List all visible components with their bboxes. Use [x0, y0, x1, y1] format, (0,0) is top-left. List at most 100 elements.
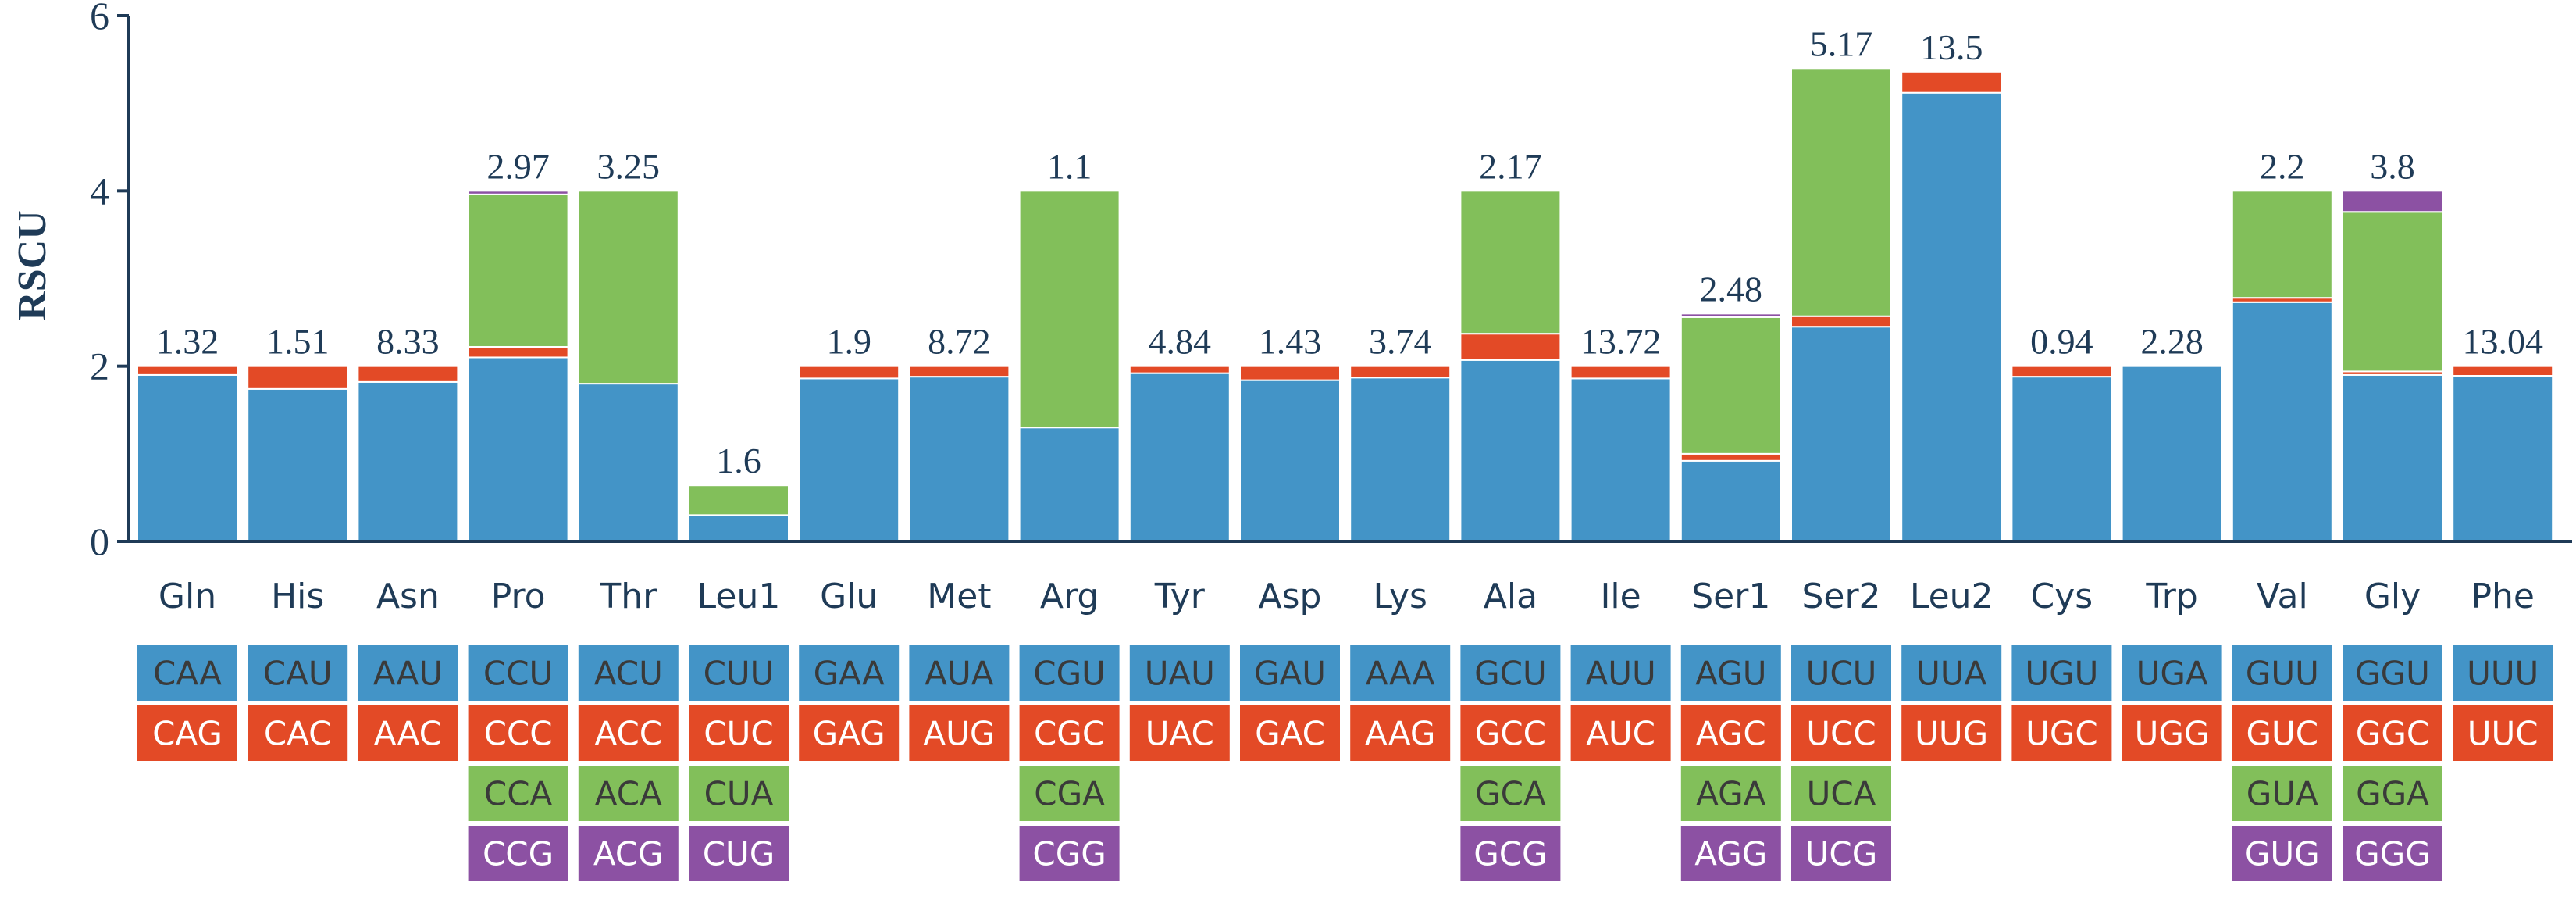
codon-box — [909, 645, 1010, 701]
bar-segment — [1239, 379, 1341, 543]
bar-value-label: 13.04 — [2462, 322, 2543, 362]
x-category-label: Met — [927, 577, 991, 616]
codon-box — [468, 705, 568, 761]
codon-box — [2343, 766, 2442, 821]
bar-segment — [1790, 326, 1892, 542]
codon-box — [1129, 705, 1230, 761]
bar-segment — [1459, 190, 1562, 335]
plot-area: 1.32 Gln 1.51 His 8.33 Asn 2.97 Pro 3.25 Thr 1.6 Le… — [137, 23, 2554, 616]
codon-box — [2343, 645, 2442, 701]
bar-segment — [467, 193, 569, 348]
codon-label: UUA — [1916, 655, 1986, 693]
x-category-label: Ser1 — [1691, 577, 1770, 616]
bar-segment — [1349, 365, 1452, 379]
codon-label: AAG — [1365, 715, 1435, 753]
bar-segment — [467, 356, 569, 543]
bar-value-label: 4.84 — [1149, 322, 1212, 362]
bar-segment — [137, 365, 238, 376]
codon-box — [1901, 705, 2002, 761]
bar-segment — [137, 373, 238, 542]
codon-label: UUG — [1915, 715, 1988, 753]
bar-segment — [2342, 190, 2443, 213]
codon-box — [1460, 645, 1561, 701]
codon-label: CUG — [703, 835, 775, 873]
bar-segment — [2121, 365, 2223, 542]
bar-segment — [467, 190, 569, 195]
bar-value-label: 2.48 — [1700, 269, 1763, 309]
codon-box — [1791, 766, 1891, 821]
codon-label: UAU — [1145, 655, 1215, 693]
codon-label: UCA — [1807, 775, 1876, 813]
x-category-label: Val — [2257, 577, 2308, 616]
codon-label: GUA — [2246, 775, 2318, 813]
bar-value-label: 0.94 — [2030, 322, 2093, 362]
bar-segment — [2452, 365, 2554, 377]
codon-label: AUG — [923, 715, 995, 753]
codon-label: UCU — [1806, 655, 1877, 693]
x-category-label: His — [271, 577, 324, 616]
codon-box — [909, 705, 1010, 761]
bar-segment — [357, 365, 459, 383]
codon-label: GGA — [2356, 775, 2429, 813]
codon-label: UUC — [2467, 715, 2539, 753]
codon-box — [1791, 826, 1891, 881]
codon-box — [358, 705, 458, 761]
bar-value-label: 2.97 — [486, 146, 550, 186]
x-category-label: Trp — [2145, 577, 2197, 616]
x-category-label: Gly — [2364, 577, 2421, 616]
bar-segment — [2342, 373, 2443, 542]
codon-label: GCG — [1473, 835, 1547, 873]
bar-segment — [2011, 376, 2113, 543]
bar-segment — [908, 376, 1010, 543]
codon-box — [2122, 645, 2222, 701]
codon-label: AGC — [1696, 715, 1766, 753]
bar-segment — [1790, 315, 1892, 328]
codon-box — [1019, 705, 1120, 761]
codon-label: CGG — [1032, 835, 1106, 873]
codon-label: UGC — [2026, 715, 2098, 753]
codon-box — [1019, 826, 1120, 881]
bar-value-label: 2.2 — [2260, 146, 2305, 186]
codon-label: ACU — [594, 655, 663, 693]
codon-box — [1460, 826, 1561, 881]
codon-label: GGC — [2356, 715, 2429, 753]
codon-box — [248, 705, 348, 761]
x-category-label: Ile — [1600, 577, 1641, 616]
codon-box — [1460, 766, 1561, 821]
codon-label: CUU — [704, 655, 775, 693]
codon-label: UCG — [1805, 835, 1878, 873]
codon-box — [468, 826, 568, 881]
codon-label: UGG — [2135, 715, 2210, 753]
bar-segment — [1680, 312, 1782, 318]
bar-segment — [1790, 67, 1892, 317]
codon-label: AUC — [1586, 715, 1655, 753]
x-category-label: Leu2 — [1910, 577, 1993, 616]
bar-segment — [247, 387, 349, 542]
codon-label: GUU — [2246, 655, 2319, 693]
codon-label: ACG — [593, 835, 664, 873]
codon-label: GAG — [813, 715, 885, 753]
bar-value-label: 2.17 — [1479, 146, 1542, 186]
codon-label: UCC — [1806, 715, 1876, 753]
x-category-label: Ala — [1484, 577, 1537, 616]
bar-value-label: 13.5 — [1920, 27, 1983, 67]
codon-label: CGU — [1033, 655, 1106, 693]
codon-label: AGG — [1694, 835, 1767, 873]
codon-box — [689, 826, 789, 881]
codon-box — [1791, 705, 1891, 761]
codon-label: CCA — [484, 775, 553, 813]
codon-box — [2011, 645, 2112, 701]
codon-label: AAC — [374, 715, 442, 753]
bar-segment — [688, 484, 789, 516]
codon-box — [1129, 645, 1230, 701]
codon-label: UGU — [2025, 655, 2098, 693]
y-tick-label: 6 — [90, 0, 109, 37]
codon-label: ACC — [594, 715, 662, 753]
codon-label: GUG — [2245, 835, 2320, 873]
bar-value-label: 1.51 — [266, 322, 330, 362]
codon-label: GUC — [2246, 715, 2318, 753]
bar-segment — [247, 365, 349, 390]
bar-segment — [1239, 365, 1341, 381]
bar-value-label: 1.1 — [1047, 146, 1092, 186]
bar-segment — [1901, 70, 2003, 94]
